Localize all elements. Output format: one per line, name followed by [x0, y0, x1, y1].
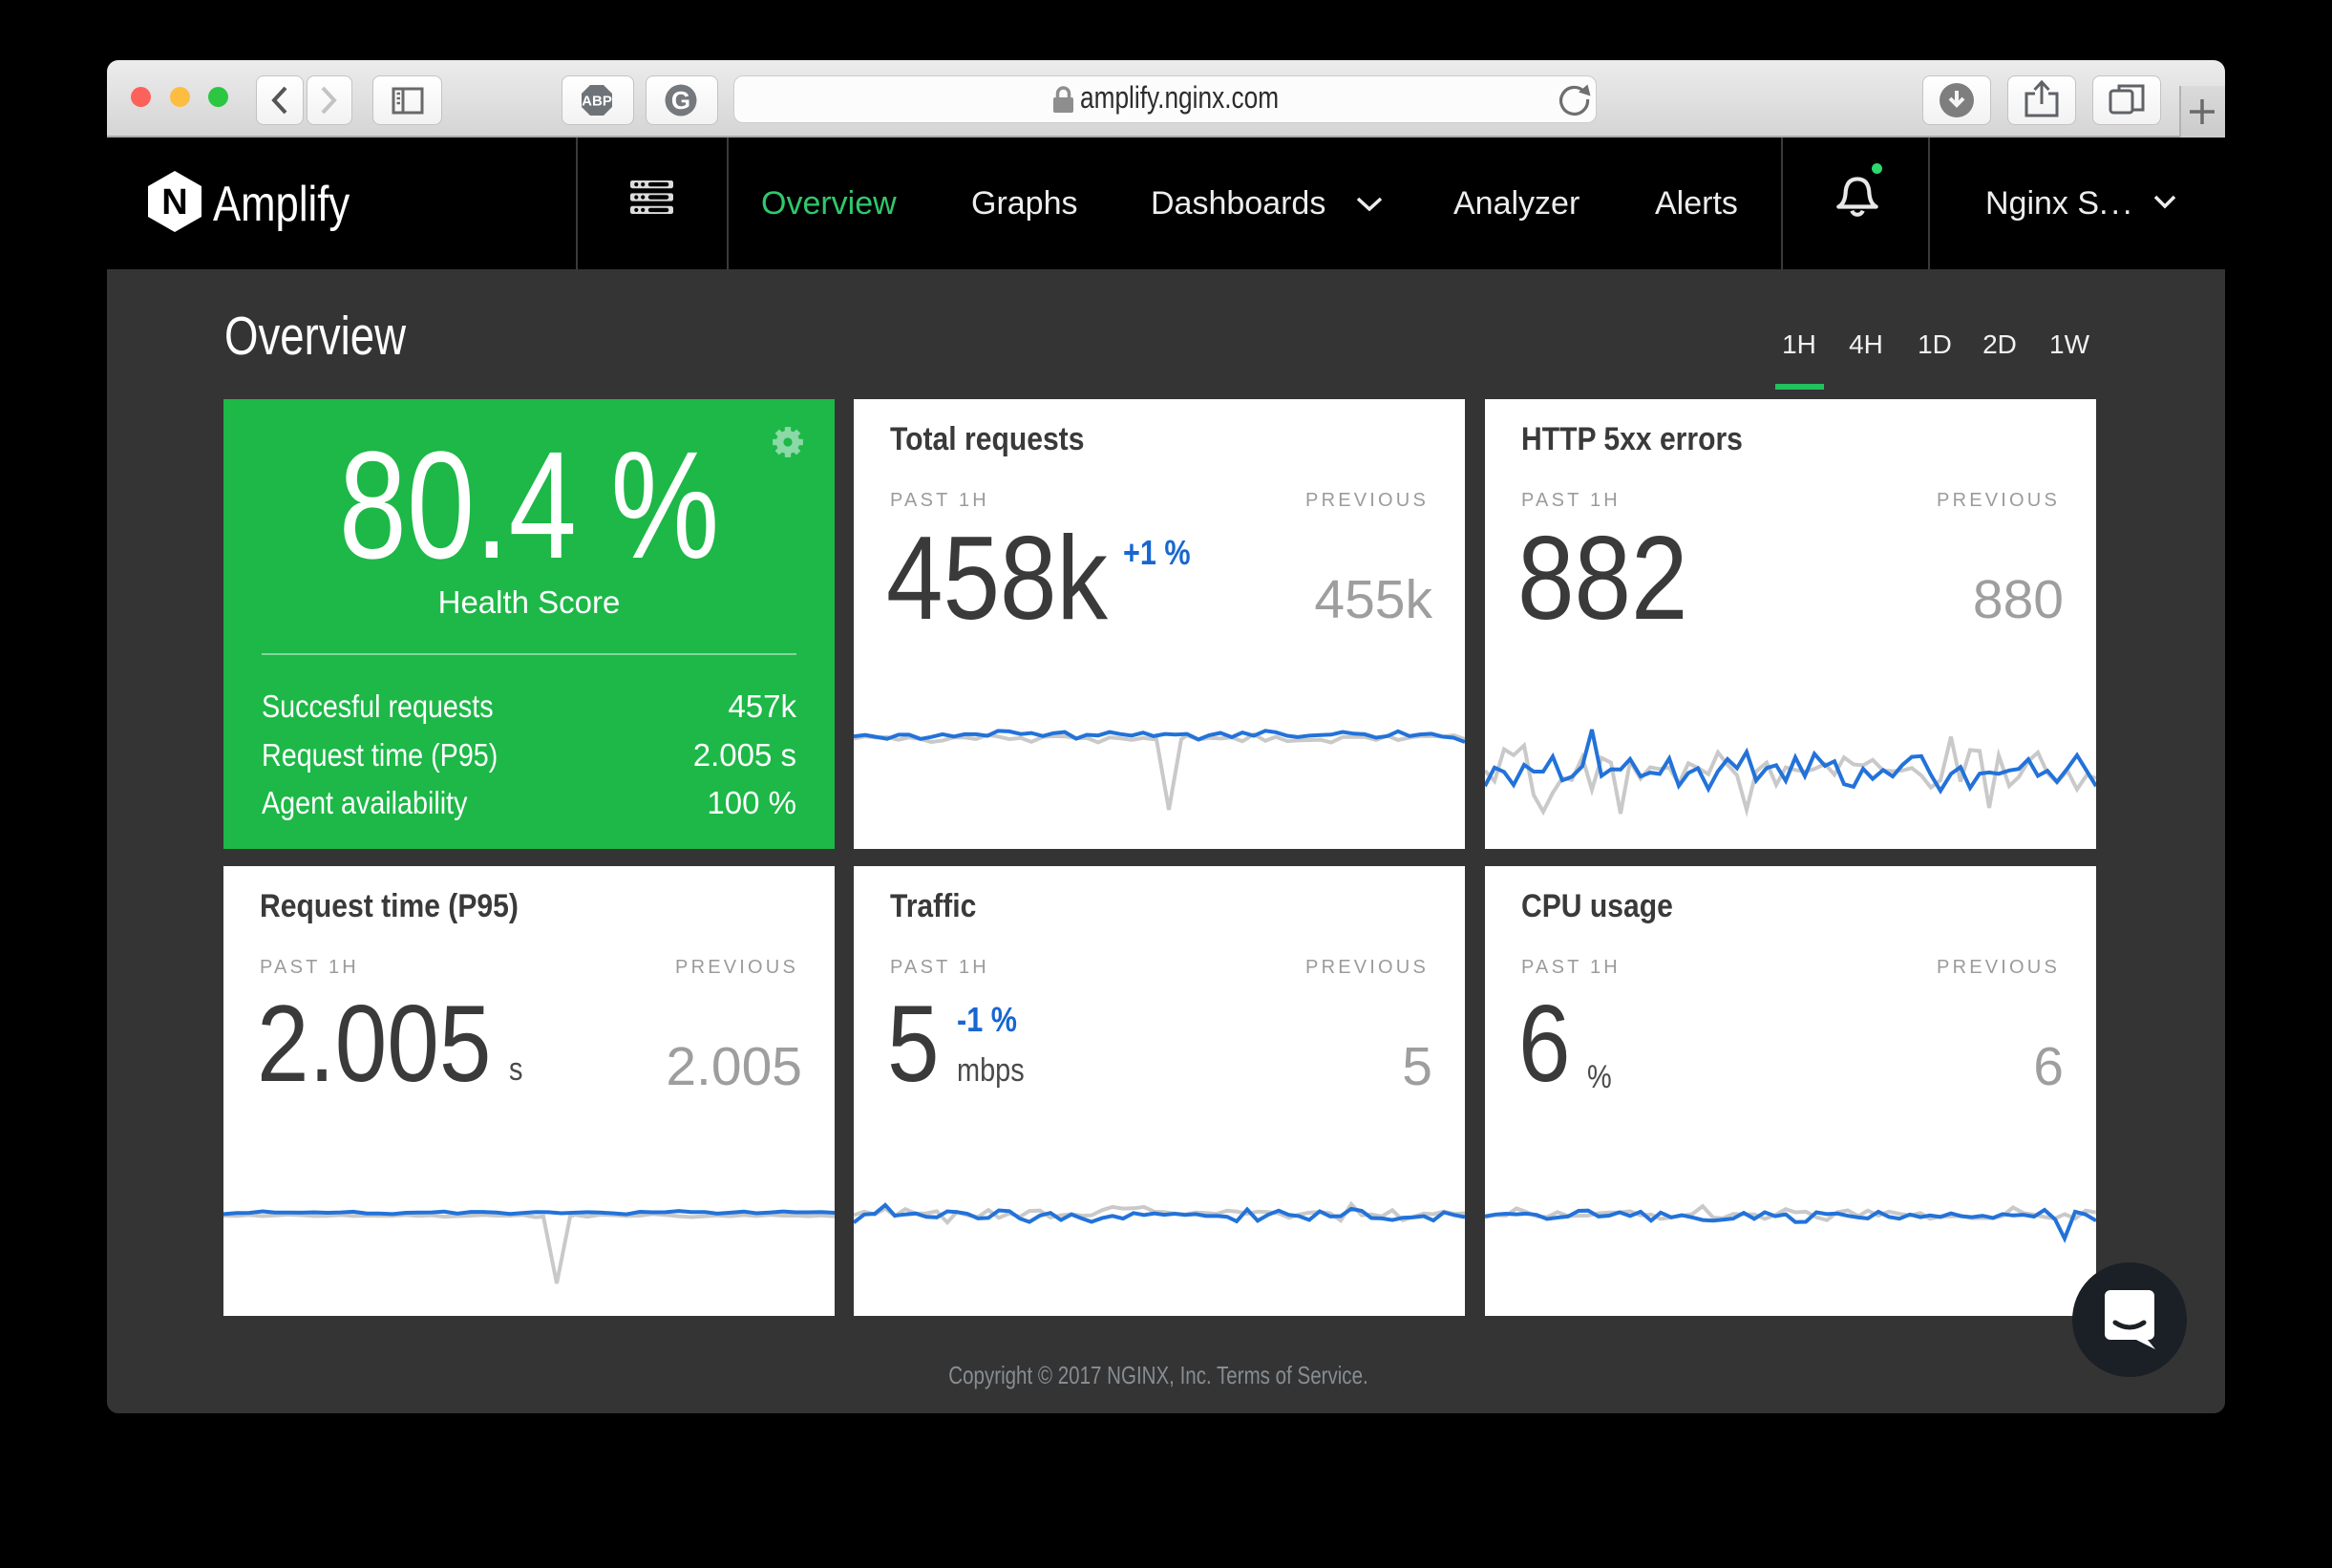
- svg-text:G: G: [671, 86, 690, 115]
- svg-text:N: N: [161, 182, 187, 222]
- svg-text:ABP: ABP: [582, 94, 612, 110]
